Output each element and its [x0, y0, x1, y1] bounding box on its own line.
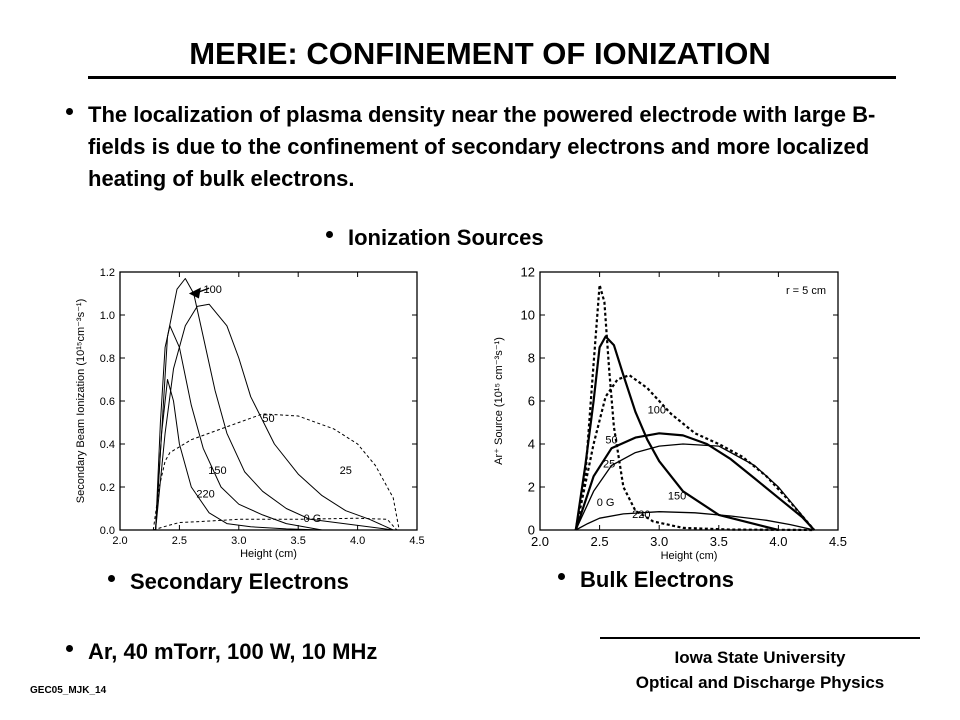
x-axis-label: Height (cm)	[240, 548, 297, 560]
series-label: 100	[203, 284, 221, 296]
x-tick-label: 3.5	[291, 535, 306, 547]
y-tick-label: 1.0	[100, 310, 115, 322]
series-label: 220	[632, 509, 650, 521]
y-tick-label: 10	[521, 308, 535, 323]
x-tick-label: 4.5	[409, 535, 424, 547]
bullet-sources-text: Ionization Sources	[348, 225, 544, 250]
footer-group: Optical and Discharge Physics	[635, 673, 885, 692]
x-tick-label: 3.0	[650, 534, 668, 549]
series-line-150	[155, 325, 323, 531]
secondary-ionization-chart: 2.0 2.5 3.0 3.5 4.0 4.5 0.0 0.2 0.4 0.6 0.8 1.0 1.2 H…	[75, 267, 425, 560]
bullet-secondary: Secondary Electrons	[108, 566, 349, 598]
chart-annotation: r = 5 cm	[786, 285, 826, 297]
y-tick-label: 0.4	[100, 439, 115, 451]
y-tick-label: 12	[521, 265, 535, 280]
bullet-bulk: Bulk Electrons	[558, 564, 734, 596]
y-tick-label: 8	[528, 351, 535, 366]
bullet-sources: Ionization Sources	[326, 222, 544, 254]
series-line-25	[575, 443, 815, 531]
bullet-bulk-text: Bulk Electrons	[580, 567, 735, 592]
ar-source-chart: 2.0 2.5 3.0 3.5 4.0 4.5 0 2 4 6 8 10 12 Height (cm) Ar…	[493, 265, 847, 562]
x-tick-label: 4.5	[829, 534, 847, 549]
bullet-main-text: The localization of plasma density near …	[88, 102, 876, 191]
x-tick-label: 3.5	[710, 534, 728, 549]
series-label: 150	[668, 491, 686, 503]
x-tick-label: 4.0	[769, 534, 787, 549]
series-line-100	[574, 374, 816, 531]
y-tick-label: 0.6	[100, 396, 115, 408]
series-label: 150	[208, 465, 226, 477]
y-tick-label: 4	[528, 437, 535, 452]
y-tick-label: 0	[528, 523, 535, 538]
y-tick-label: 0.8	[100, 353, 115, 365]
series-label: 50	[605, 435, 617, 447]
series-label: 220	[196, 488, 214, 500]
document-id: GEC05_MJK_14	[30, 685, 107, 696]
bullet-dot-icon	[108, 575, 115, 582]
series-label: 100	[648, 405, 666, 417]
series-line-150	[574, 335, 779, 532]
title-underline	[88, 76, 896, 79]
bullet-dot-icon	[326, 231, 333, 238]
y-tick-label: 1.2	[100, 267, 115, 279]
y-axis-label: Secondary Beam Ionization (10¹⁵cm⁻³s⁻¹)	[75, 299, 87, 503]
annotation-arrow-head	[188, 287, 201, 299]
series-line-50	[155, 303, 394, 531]
footer-rule	[600, 637, 920, 639]
bullet-secondary-text: Secondary Electrons	[130, 569, 349, 594]
x-tick-label: 4.0	[350, 535, 365, 547]
series-label: 25	[603, 458, 615, 470]
series-line-50	[574, 432, 816, 531]
bullet-main: The localization of plasma density near …	[66, 99, 906, 195]
bullet-dot-icon	[66, 645, 73, 652]
x-tick-label: 3.0	[231, 535, 246, 547]
series-label: 25	[340, 465, 352, 477]
series-label: 50	[262, 413, 274, 425]
y-tick-label: 6	[528, 394, 535, 409]
x-tick-label: 2.5	[591, 534, 609, 549]
y-tick-label: 0.0	[100, 525, 115, 537]
bullet-conditions-text: Ar, 40 mTorr, 100 W, 10 MHz	[88, 639, 378, 664]
y-axis-label: Ar⁺ Source (10¹⁵ cm⁻³s⁻¹)	[493, 337, 505, 465]
series-line-220	[155, 379, 323, 531]
series-line-0-g	[153, 517, 398, 531]
y-tick-label: 2	[528, 480, 535, 495]
slide-title: MERIE: CONFINEMENT OF IONIZATION	[189, 36, 771, 71]
plot-frame	[119, 271, 418, 531]
series-line-220	[574, 283, 815, 532]
y-tick-label: 0.2	[100, 482, 115, 494]
x-axis-label: Height (cm)	[661, 550, 718, 562]
series-line-25	[152, 413, 400, 531]
bullet-dot-icon	[66, 108, 73, 115]
x-tick-label: 2.5	[172, 535, 187, 547]
x-tick-label: 2.0	[531, 534, 549, 549]
x-tick-label: 2.0	[112, 535, 127, 547]
bullet-dot-icon	[558, 573, 565, 580]
bullet-conditions: Ar, 40 mTorr, 100 W, 10 MHz	[66, 636, 377, 668]
series-line-0-g	[575, 511, 815, 531]
footer-university: Iowa State University	[674, 648, 846, 667]
series-label: 0 G	[597, 497, 615, 509]
